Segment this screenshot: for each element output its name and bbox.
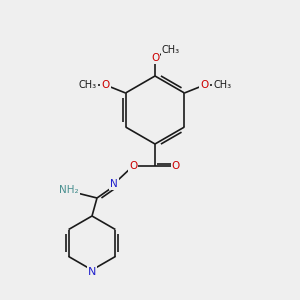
Text: O: O xyxy=(151,53,159,63)
Text: CH₃: CH₃ xyxy=(213,80,232,90)
Text: N: N xyxy=(88,267,96,277)
Text: N: N xyxy=(110,179,118,189)
Text: O: O xyxy=(101,80,110,90)
Text: O: O xyxy=(129,161,137,171)
Text: CH₃: CH₃ xyxy=(79,80,97,90)
Text: O: O xyxy=(172,161,180,171)
Text: NH₂: NH₂ xyxy=(59,185,79,195)
Text: O: O xyxy=(200,80,208,90)
Text: CH₃: CH₃ xyxy=(162,45,180,55)
